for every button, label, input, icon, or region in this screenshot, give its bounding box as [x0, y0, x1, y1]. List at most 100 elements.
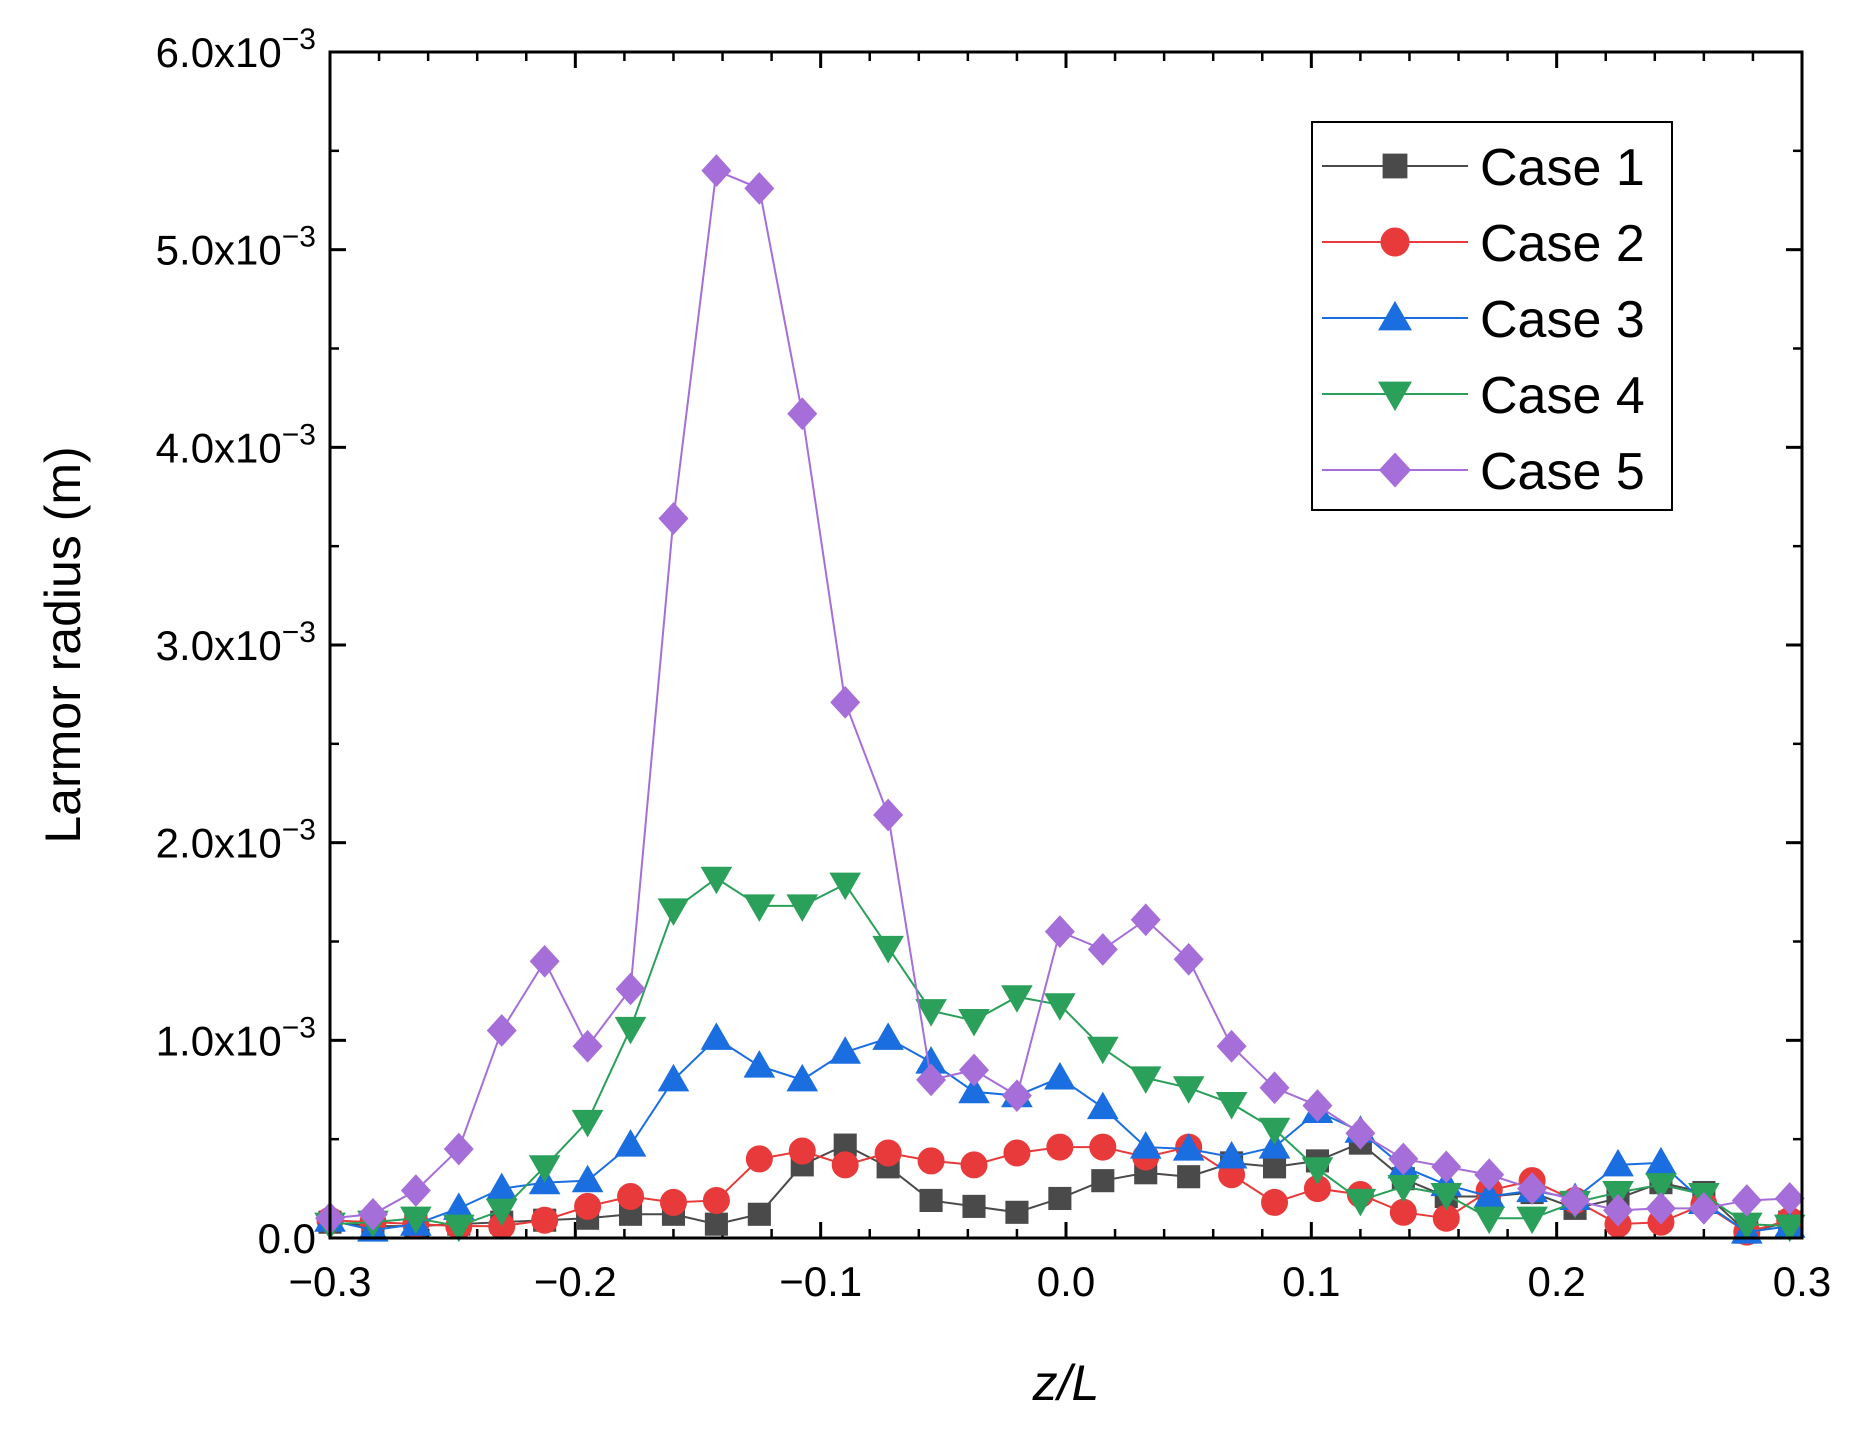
legend-label: Case 4: [1480, 367, 1645, 425]
data-point: [1259, 1071, 1290, 1105]
data-point: [1048, 1186, 1072, 1211]
data-point: [1773, 1214, 1806, 1243]
data-point: [786, 1063, 819, 1092]
y-tick-label: 2.0x10−3: [156, 814, 316, 867]
data-point: [531, 1206, 559, 1234]
data-point: [743, 1050, 776, 1078]
x-tick-labels: −0.3 −0.2 −0.1 0.0 0.1 0.2 0.3: [289, 1258, 1832, 1305]
data-point: [745, 1145, 773, 1173]
data-point: [786, 894, 819, 922]
data-point: [485, 1198, 518, 1227]
data-point: [1302, 1089, 1333, 1122]
data-point: [1473, 1206, 1506, 1235]
data-point: [1044, 915, 1075, 948]
x-tick-label: 0.3: [1773, 1258, 1831, 1305]
data-point: [958, 1075, 990, 1104]
data-point: [529, 944, 560, 978]
data-point: [442, 1214, 475, 1243]
data-point: [1044, 1061, 1076, 1090]
data-point: [1645, 1173, 1677, 1201]
series-layer: [314, 154, 1806, 1246]
data-point: [743, 894, 776, 922]
data-point: [787, 397, 818, 431]
x-tick-label: 0.1: [1282, 1258, 1340, 1305]
data-point: [1091, 1169, 1115, 1193]
data-point: [1046, 1133, 1074, 1161]
legend-label: Case 5: [1480, 443, 1645, 501]
series-5: [315, 154, 1805, 1235]
y-tick-labels: 0.0 1.0x10−3 2.0x10−3 3.0x10−3 4.0x10−3 5.0x1…: [156, 23, 316, 1262]
data-point: [1731, 1184, 1762, 1217]
legend-marker: [1378, 300, 1412, 331]
legend-item: Case 4: [1322, 367, 1645, 425]
legend-marker: [1380, 227, 1410, 257]
data-point: [915, 999, 947, 1027]
data-point: [1172, 1133, 1205, 1161]
data-point: [1129, 1066, 1162, 1094]
legend: Case 1 Case 2 Case 3 Case 4 Case 5: [1311, 121, 1673, 511]
data-point: [919, 1188, 943, 1212]
legend-item: Case 3: [1322, 291, 1645, 349]
data-point: [1044, 993, 1076, 1021]
data-point: [788, 1137, 816, 1165]
data-point: [873, 798, 904, 832]
data-point: [1389, 1198, 1417, 1226]
data-point: [1688, 1192, 1719, 1225]
data-point: [528, 1155, 561, 1183]
data-point: [700, 866, 733, 895]
data-point: [1005, 1200, 1029, 1224]
data-point: [400, 1174, 431, 1207]
data-point: [872, 1022, 904, 1050]
data-point: [1177, 1165, 1201, 1189]
data-point: [614, 1129, 647, 1157]
data-point: [614, 1016, 647, 1045]
data-point: [701, 154, 732, 187]
data-point: [1001, 985, 1033, 1013]
data-point: [1173, 942, 1204, 976]
data-point: [1089, 1133, 1117, 1161]
plot-frame: [328, 50, 1804, 1240]
data-point: [1516, 1206, 1548, 1235]
y-tick-label: 1.0x10−3: [156, 1011, 316, 1064]
legend-label: Case 2: [1480, 215, 1645, 273]
data-point: [1262, 1155, 1287, 1179]
data-point: [658, 502, 689, 535]
y-tick-label: 0.0: [258, 1215, 316, 1262]
legend-marker: [1382, 153, 1408, 179]
data-point: [958, 1009, 990, 1037]
data-point: [1087, 933, 1118, 966]
data-point: [1001, 1079, 1032, 1113]
legend-item: Case 5: [1322, 443, 1645, 501]
legend-item: Case 1: [1322, 139, 1645, 197]
data-point: [829, 872, 862, 901]
data-point: [916, 1063, 947, 1097]
y-tick-label: 3.0x10−3: [156, 616, 316, 669]
data-point: [659, 1188, 687, 1216]
data-point: [700, 1022, 733, 1050]
y-axis-title: Larmor radius (m): [35, 446, 91, 843]
data-point: [747, 1202, 771, 1226]
data-point: [830, 685, 861, 719]
data-point: [1301, 1157, 1334, 1185]
data-point: [1344, 1188, 1377, 1217]
legend-marker: [1378, 381, 1412, 412]
data-point: [1216, 1029, 1247, 1063]
data-point: [486, 1014, 517, 1047]
data-point: [1172, 1076, 1205, 1104]
data-point: [1602, 1148, 1634, 1177]
x-tick-label: −0.3: [289, 1258, 372, 1305]
data-point: [657, 898, 690, 926]
y-tick-label: 4.0x10−3: [156, 418, 316, 471]
x-tick-label: 0.0: [1037, 1258, 1095, 1305]
data-point: [1645, 1146, 1677, 1175]
data-point: [657, 1063, 690, 1092]
data-point: [831, 1151, 859, 1179]
data-point: [1474, 1158, 1505, 1192]
data-point: [1086, 1036, 1119, 1065]
data-point: [400, 1206, 432, 1235]
x-axis-title: z/L: [1032, 1355, 1100, 1411]
data-point: [874, 1139, 902, 1167]
data-point: [1774, 1182, 1805, 1215]
data-point: [1560, 1184, 1591, 1217]
